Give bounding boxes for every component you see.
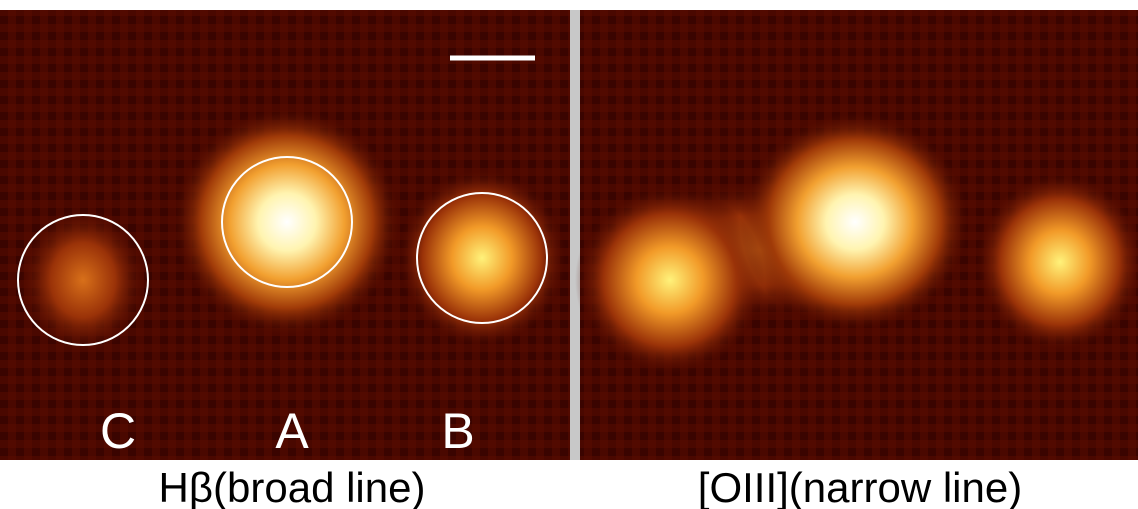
oiii-b [975, 172, 1138, 352]
oiii-a [740, 112, 970, 332]
label: B [441, 403, 474, 459]
source-c [18, 205, 148, 355]
aperture [416, 192, 548, 324]
divider [570, 10, 580, 460]
oiii-c [575, 185, 765, 375]
label: C [100, 403, 136, 459]
aperture [221, 156, 353, 288]
label: A [275, 403, 309, 459]
source-a [172, 107, 402, 337]
caption: [OIII](narrow line) [698, 464, 1022, 509]
caption: Hβ(broad line) [159, 464, 426, 509]
aperture [17, 214, 149, 346]
source-b [397, 168, 567, 348]
